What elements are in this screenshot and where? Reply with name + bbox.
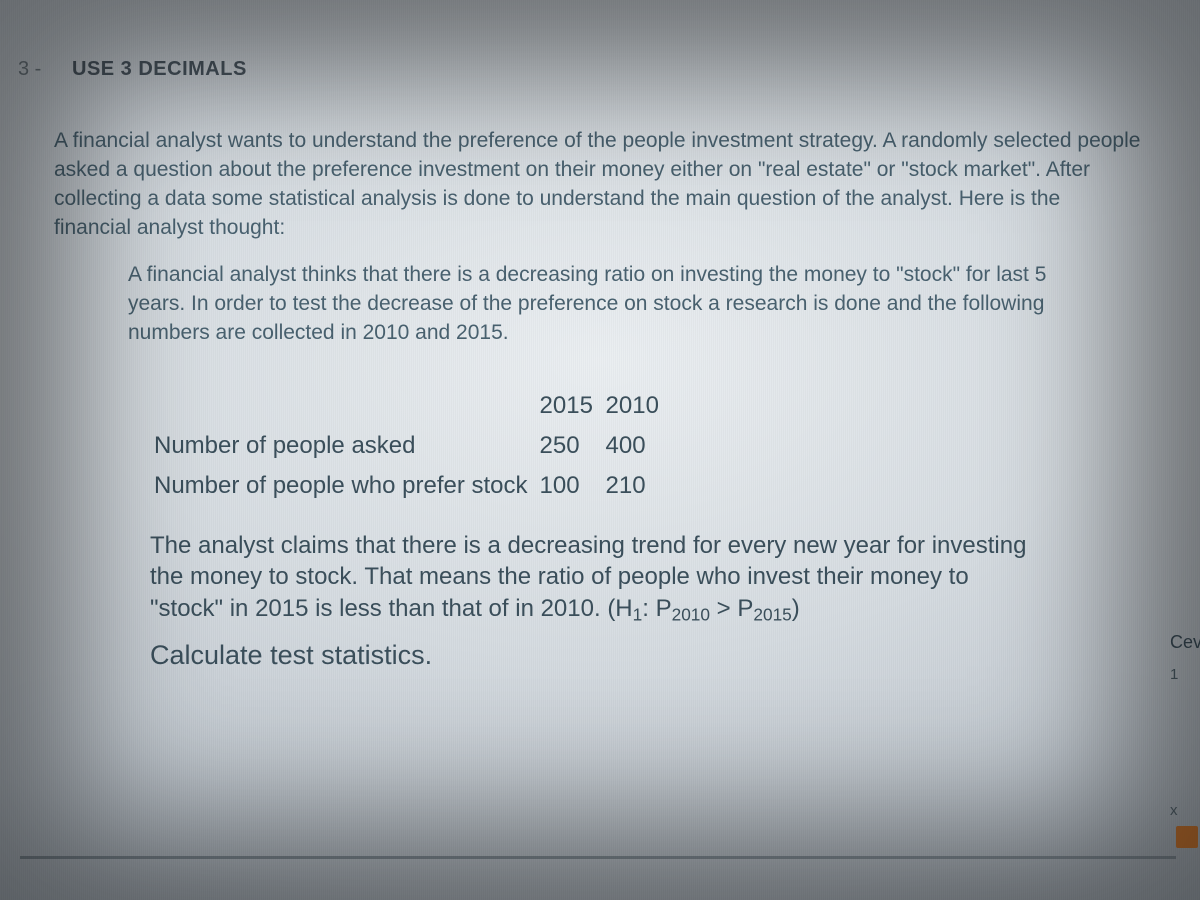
- data-table-wrapper: 2015 2010 Number of people asked 250 400…: [150, 386, 1142, 506]
- table-row: Number of people who prefer stock 100 21…: [150, 466, 668, 506]
- hyp-sub2: 2010: [672, 604, 710, 624]
- hypothesis-expression: (H1: P2010 > P2015): [607, 595, 799, 622]
- table-header-2015: 2015: [536, 386, 602, 426]
- bottom-divider: [20, 856, 1176, 859]
- hyp-sub1: 1: [633, 604, 643, 624]
- cropped-label-cev: Cev: [1170, 632, 1200, 653]
- data-table: 2015 2010 Number of people asked 250 400…: [150, 386, 668, 506]
- table-header-2010: 2010: [602, 386, 668, 426]
- table-header-blank: [150, 386, 536, 426]
- table-header-row: 2015 2010: [150, 386, 668, 426]
- cell-asked-2015: 250: [536, 426, 602, 466]
- hyp-sub3: 2015: [753, 604, 791, 624]
- task-instruction: Calculate test statistics.: [150, 640, 1142, 671]
- row-label-asked: Number of people asked: [150, 426, 536, 466]
- hyp-prefix: (H: [607, 595, 632, 622]
- cell-prefer-2015: 100: [536, 466, 602, 506]
- table-row: Number of people asked 250 400: [150, 426, 668, 466]
- intro-paragraph: A financial analyst wants to understand …: [54, 127, 1142, 243]
- question-page: 3 - USE 3 DECIMALS A financial analyst w…: [0, 0, 1200, 671]
- thought-paragraph: A financial analyst thinks that there is…: [54, 261, 1142, 348]
- question-content: A financial analyst wants to understand …: [18, 127, 1152, 671]
- cell-asked-2010: 400: [602, 426, 668, 466]
- claim-paragraph: The analyst claims that there is a decre…: [150, 530, 1032, 626]
- cell-prefer-2010: 210: [602, 466, 668, 506]
- cropped-label-x: x: [1170, 802, 1200, 819]
- hyp-suffix: ): [792, 595, 800, 622]
- cropped-accent-box: [1176, 826, 1198, 848]
- claim-text: The analyst claims that there is a decre…: [150, 532, 1026, 622]
- hyp-op: > P: [710, 595, 753, 622]
- hyp-mid: : P: [642, 595, 671, 622]
- row-label-prefer: Number of people who prefer stock: [150, 466, 536, 506]
- question-number: 3 -: [18, 58, 54, 81]
- cropped-label-1: 1: [1170, 666, 1200, 683]
- question-header: 3 - USE 3 DECIMALS: [18, 58, 1152, 81]
- question-title: USE 3 DECIMALS: [72, 58, 247, 81]
